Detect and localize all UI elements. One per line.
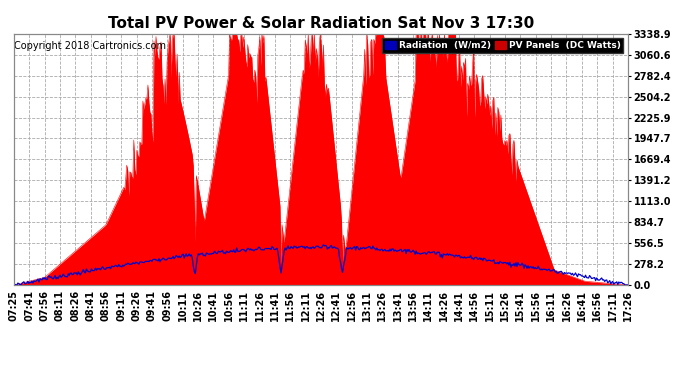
Text: Copyright 2018 Cartronics.com: Copyright 2018 Cartronics.com — [14, 41, 166, 51]
Title: Total PV Power & Solar Radiation Sat Nov 3 17:30: Total PV Power & Solar Radiation Sat Nov… — [108, 16, 534, 31]
Legend: Radiation  (W/m2), PV Panels  (DC Watts): Radiation (W/m2), PV Panels (DC Watts) — [382, 38, 623, 53]
